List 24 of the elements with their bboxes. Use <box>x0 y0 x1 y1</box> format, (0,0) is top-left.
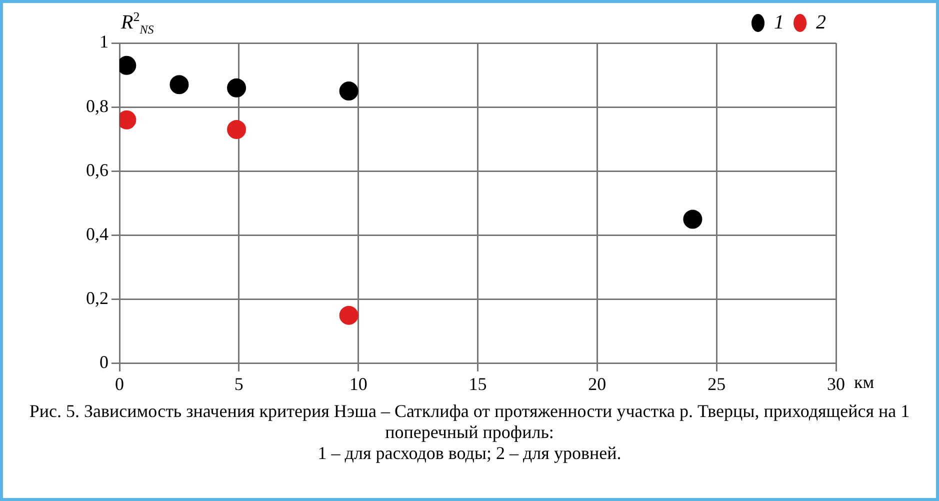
y-tick-label: 0,2 <box>86 288 108 308</box>
y-tick-label: 0,4 <box>86 224 108 244</box>
point <box>683 210 702 229</box>
point <box>339 82 358 101</box>
y-tick-label: 0,6 <box>86 160 108 180</box>
y-tick-label: 1 <box>100 32 108 52</box>
x-tick-label: 5 <box>234 374 244 394</box>
text: Рис. 5. Зависимость значения критерия Нэша – Сатклифа от протяженности участка р. Тверцы, приходящейся на 1 поперечный профиль: <box>28 401 911 443</box>
point <box>170 75 189 94</box>
point <box>227 78 246 98</box>
x-tick-label: 25 <box>708 374 726 394</box>
y-tick-label: 0,8 <box>86 96 108 116</box>
point <box>227 120 246 140</box>
point <box>339 306 358 325</box>
x-tick-label: 30 <box>827 374 845 394</box>
legend-label: 1 <box>774 11 784 34</box>
x-tick-label: 20 <box>588 374 606 394</box>
y-tick-label: 0 <box>100 352 108 372</box>
x-tick-label: 10 <box>349 374 368 394</box>
x-tick-label: 0 <box>115 374 124 394</box>
legend-label: 2 <box>816 11 826 34</box>
x-axis-title: км <box>854 372 874 392</box>
text: 1 – для расходов воды; 2 – для уровней. <box>316 443 622 464</box>
x-tick-label: 15 <box>468 374 487 394</box>
